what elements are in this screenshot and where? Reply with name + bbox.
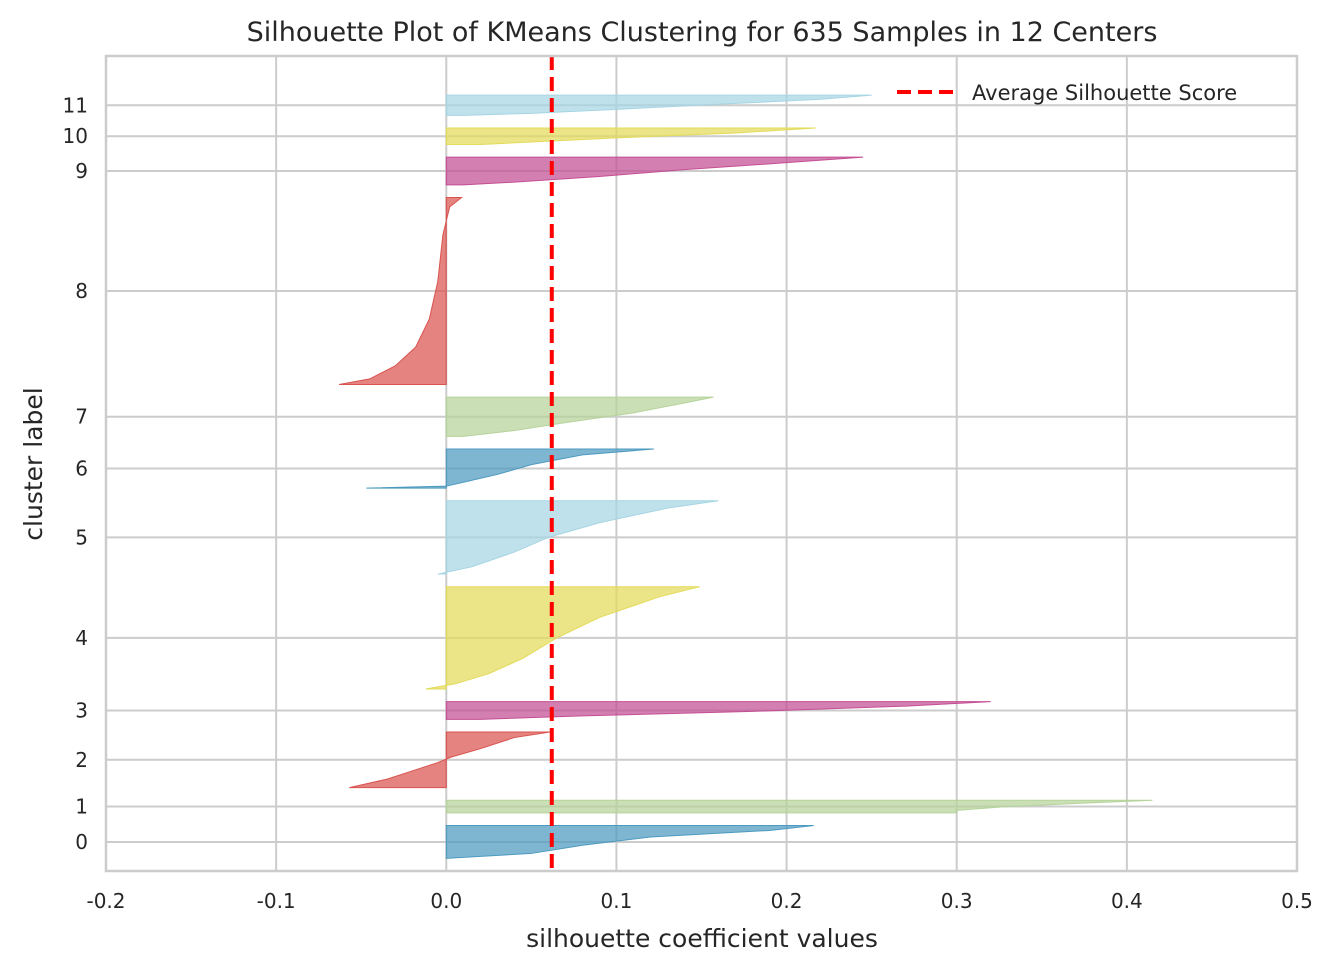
legend-label-average: Average Silhouette Score bbox=[972, 81, 1237, 105]
x-tick-label: 0.1 bbox=[601, 889, 633, 913]
y-tick-label: 9 bbox=[75, 159, 88, 183]
grid bbox=[105, 56, 1298, 871]
plot-frame bbox=[104, 54, 1299, 873]
cluster-4-silhouette bbox=[425, 586, 700, 690]
x-tick-label: -0.1 bbox=[257, 889, 296, 913]
chart-title: Silhouette Plot of KMeans Clustering for… bbox=[247, 17, 1158, 48]
y-tick-label: 1 bbox=[75, 795, 88, 819]
x-tick-label: 0.5 bbox=[1281, 889, 1313, 913]
y-tick-label: 4 bbox=[75, 626, 88, 650]
cluster-6-silhouette bbox=[366, 448, 654, 489]
cluster-silhouettes bbox=[339, 94, 1153, 859]
y-tick-label: 0 bbox=[75, 830, 88, 854]
y-tick-label: 2 bbox=[75, 748, 88, 772]
x-tick-label: 0.0 bbox=[430, 889, 462, 913]
cluster-8-silhouette bbox=[339, 197, 464, 386]
x-tick-label: 0.2 bbox=[771, 889, 803, 913]
cluster-3-silhouette bbox=[445, 701, 991, 720]
y-tick-label: 8 bbox=[75, 279, 88, 303]
cluster-2-silhouette bbox=[349, 731, 551, 789]
x-tick-labels: -0.2 -0.1 0.0 0.1 0.2 0.3 0.4 0.5 bbox=[86, 889, 1312, 913]
y-tick-label: 7 bbox=[75, 405, 88, 429]
y-tick-labels: 0 1 2 3 4 5 6 7 8 9 10 11 bbox=[63, 93, 88, 854]
y-tick-label: 5 bbox=[75, 525, 88, 549]
cluster-7-silhouette bbox=[445, 396, 714, 437]
y-tick-label: 6 bbox=[75, 457, 88, 481]
y-tick-label: 3 bbox=[75, 699, 88, 723]
x-tick-label: 0.3 bbox=[941, 889, 973, 913]
x-tick-label: -0.2 bbox=[86, 889, 125, 913]
y-tick-label: 11 bbox=[63, 93, 88, 117]
y-tick-label: 10 bbox=[63, 124, 88, 148]
x-axis-label: silhouette coefficient values bbox=[526, 924, 878, 953]
y-axis-label: cluster label bbox=[19, 387, 48, 540]
cluster-10-silhouette bbox=[445, 127, 816, 145]
legend: Average Silhouette Score bbox=[897, 81, 1237, 105]
cluster-0-silhouette bbox=[445, 825, 814, 859]
cluster-1-silhouette bbox=[445, 799, 1153, 814]
cluster-5-silhouette bbox=[437, 500, 719, 575]
x-tick-label: 0.4 bbox=[1111, 889, 1143, 913]
